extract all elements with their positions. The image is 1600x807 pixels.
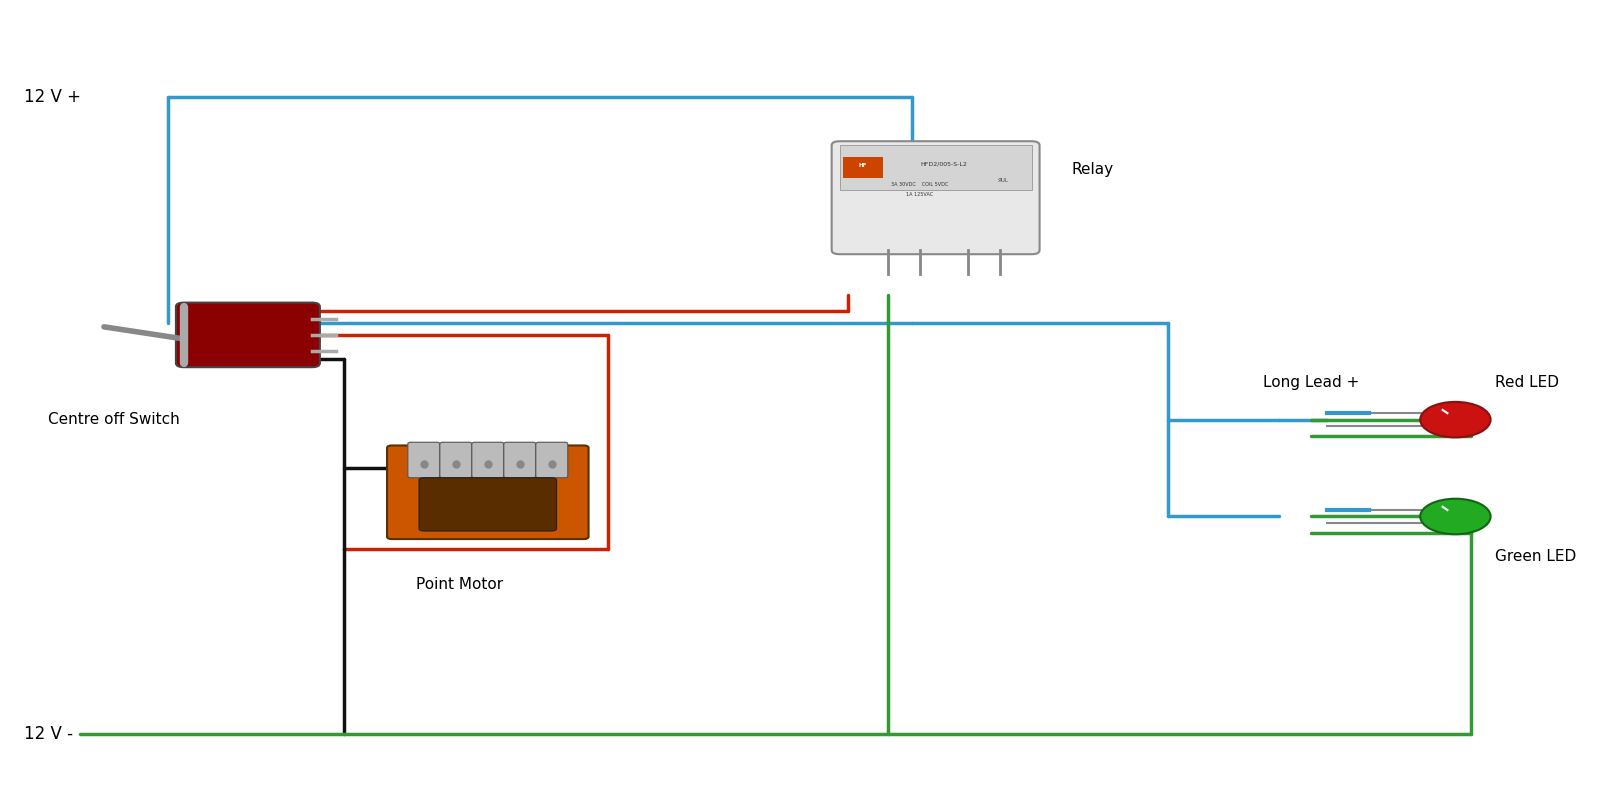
Text: Centre off Switch: Centre off Switch bbox=[48, 412, 179, 427]
FancyBboxPatch shape bbox=[832, 141, 1040, 254]
Text: ЯUL: ЯUL bbox=[997, 178, 1008, 182]
Text: 12 V -: 12 V - bbox=[24, 725, 74, 743]
Text: Relay: Relay bbox=[1072, 161, 1114, 177]
FancyBboxPatch shape bbox=[440, 442, 472, 478]
FancyBboxPatch shape bbox=[408, 442, 440, 478]
Text: Point Motor: Point Motor bbox=[416, 577, 502, 592]
FancyBboxPatch shape bbox=[419, 478, 557, 531]
FancyBboxPatch shape bbox=[504, 442, 536, 478]
Text: Long Lead +: Long Lead + bbox=[1264, 375, 1360, 391]
FancyBboxPatch shape bbox=[472, 442, 504, 478]
FancyBboxPatch shape bbox=[536, 442, 568, 478]
FancyBboxPatch shape bbox=[843, 157, 883, 178]
Text: Green LED: Green LED bbox=[1496, 549, 1576, 564]
Text: HFD2/005-S-L2: HFD2/005-S-L2 bbox=[920, 161, 966, 166]
FancyBboxPatch shape bbox=[387, 445, 589, 539]
FancyBboxPatch shape bbox=[176, 303, 320, 367]
Text: Red LED: Red LED bbox=[1496, 375, 1560, 391]
Text: 12 V +: 12 V + bbox=[24, 88, 82, 106]
Text: 3A 30VDC    COIL 5VDC: 3A 30VDC COIL 5VDC bbox=[891, 182, 949, 186]
FancyBboxPatch shape bbox=[840, 145, 1032, 190]
Circle shape bbox=[1421, 499, 1491, 534]
Text: 1A 125VAC: 1A 125VAC bbox=[906, 192, 933, 197]
Text: HF: HF bbox=[859, 163, 867, 168]
Circle shape bbox=[1421, 402, 1491, 437]
